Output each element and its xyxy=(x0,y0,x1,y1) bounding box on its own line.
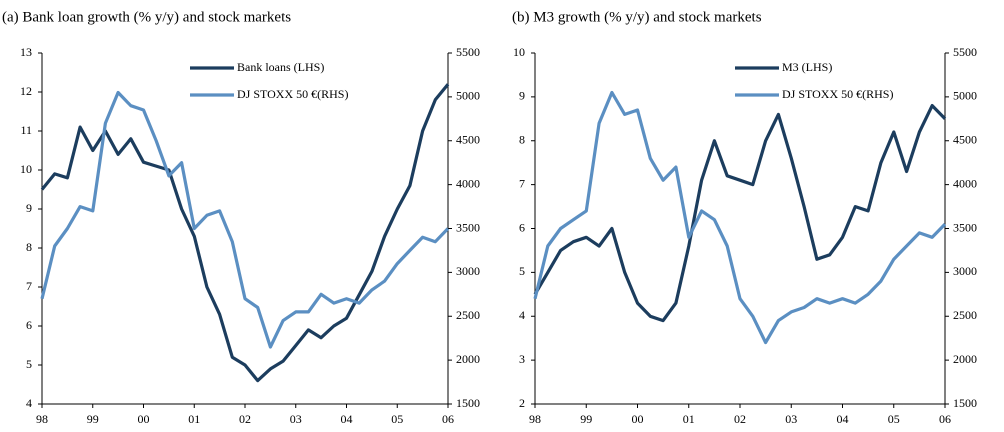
y-tick-label: 4 xyxy=(26,396,32,410)
y-tick-label: 8 xyxy=(26,240,32,254)
y-tick-label: 6 xyxy=(519,220,525,234)
x-tick-label: 03 xyxy=(785,412,797,426)
y2-tick-label: 3500 xyxy=(953,220,977,234)
y2-tick-label: 5500 xyxy=(456,45,480,59)
series-line xyxy=(40,90,450,349)
x-tick-label: 06 xyxy=(442,412,454,426)
x-tick-label: 00 xyxy=(138,412,150,426)
x-tick-label: 00 xyxy=(632,412,644,426)
y2-tick-label: 5000 xyxy=(953,89,977,103)
x-tick-label: 98 xyxy=(36,412,48,426)
y-tick-label: 7 xyxy=(26,279,32,293)
y-tick-label: 5 xyxy=(26,357,32,371)
x-tick-label: 03 xyxy=(290,412,302,426)
y2-tick-label: 2000 xyxy=(953,352,977,366)
chart-title: (a) Bank loan growth (% y/y) and stock m… xyxy=(2,9,291,25)
y2-tick-label: 5500 xyxy=(953,45,977,59)
x-tick-label: 02 xyxy=(239,412,251,426)
y2-tick-label: 1500 xyxy=(953,396,977,410)
y-tick-label: 11 xyxy=(20,123,32,137)
y2-tick-label: 4500 xyxy=(953,133,977,147)
x-tick-label: 04 xyxy=(341,412,353,426)
x-tick-label: 06 xyxy=(939,412,951,426)
x-tick-label: 05 xyxy=(888,412,900,426)
y-tick-label: 9 xyxy=(26,201,32,215)
x-tick-label: 99 xyxy=(580,412,592,426)
y2-tick-label: 2000 xyxy=(456,352,480,366)
y-tick-label: 5 xyxy=(519,264,525,278)
y2-tick-label: 3500 xyxy=(456,220,480,234)
x-tick-label: 99 xyxy=(87,412,99,426)
x-tick-label: 02 xyxy=(734,412,746,426)
y-tick-label: 10 xyxy=(513,45,525,59)
x-tick-label: 04 xyxy=(837,412,849,426)
y-tick-label: 8 xyxy=(519,133,525,147)
y2-tick-label: 4500 xyxy=(456,133,480,147)
y2-tick-label: 4000 xyxy=(953,176,977,190)
y-tick-label: 10 xyxy=(20,162,32,176)
y2-tick-label: 2500 xyxy=(456,308,480,322)
legend-label: Bank loans (LHS) xyxy=(237,60,324,74)
x-tick-label: 05 xyxy=(391,412,403,426)
x-tick-label: 01 xyxy=(683,412,695,426)
y-tick-label: 6 xyxy=(26,318,32,332)
series-line xyxy=(40,83,450,383)
y-tick-label: 4 xyxy=(519,308,525,322)
series-line xyxy=(533,104,947,323)
y-tick-label: 2 xyxy=(519,396,525,410)
chart-title: (b) M3 growth (% y/y) and stock markets xyxy=(512,9,762,25)
y-tick-label: 7 xyxy=(519,176,525,190)
x-tick-label: 98 xyxy=(529,412,541,426)
y2-tick-label: 4000 xyxy=(456,176,480,190)
y-tick-label: 13 xyxy=(20,45,32,59)
y2-tick-label: 5000 xyxy=(456,89,480,103)
y-tick-label: 3 xyxy=(519,352,525,366)
y2-tick-label: 3000 xyxy=(953,264,977,278)
legend-label: M3 (LHS) xyxy=(782,60,832,74)
y2-tick-label: 2500 xyxy=(953,308,977,322)
y2-tick-label: 3000 xyxy=(456,264,480,278)
series-line xyxy=(533,90,947,345)
y2-tick-label: 1500 xyxy=(456,396,480,410)
x-tick-label: 01 xyxy=(188,412,200,426)
legend-label: DJ STOXX 50 €(RHS) xyxy=(782,87,893,101)
legend-label: DJ STOXX 50 €(RHS) xyxy=(237,87,348,101)
y-tick-label: 9 xyxy=(519,89,525,103)
y-tick-label: 12 xyxy=(20,84,32,98)
